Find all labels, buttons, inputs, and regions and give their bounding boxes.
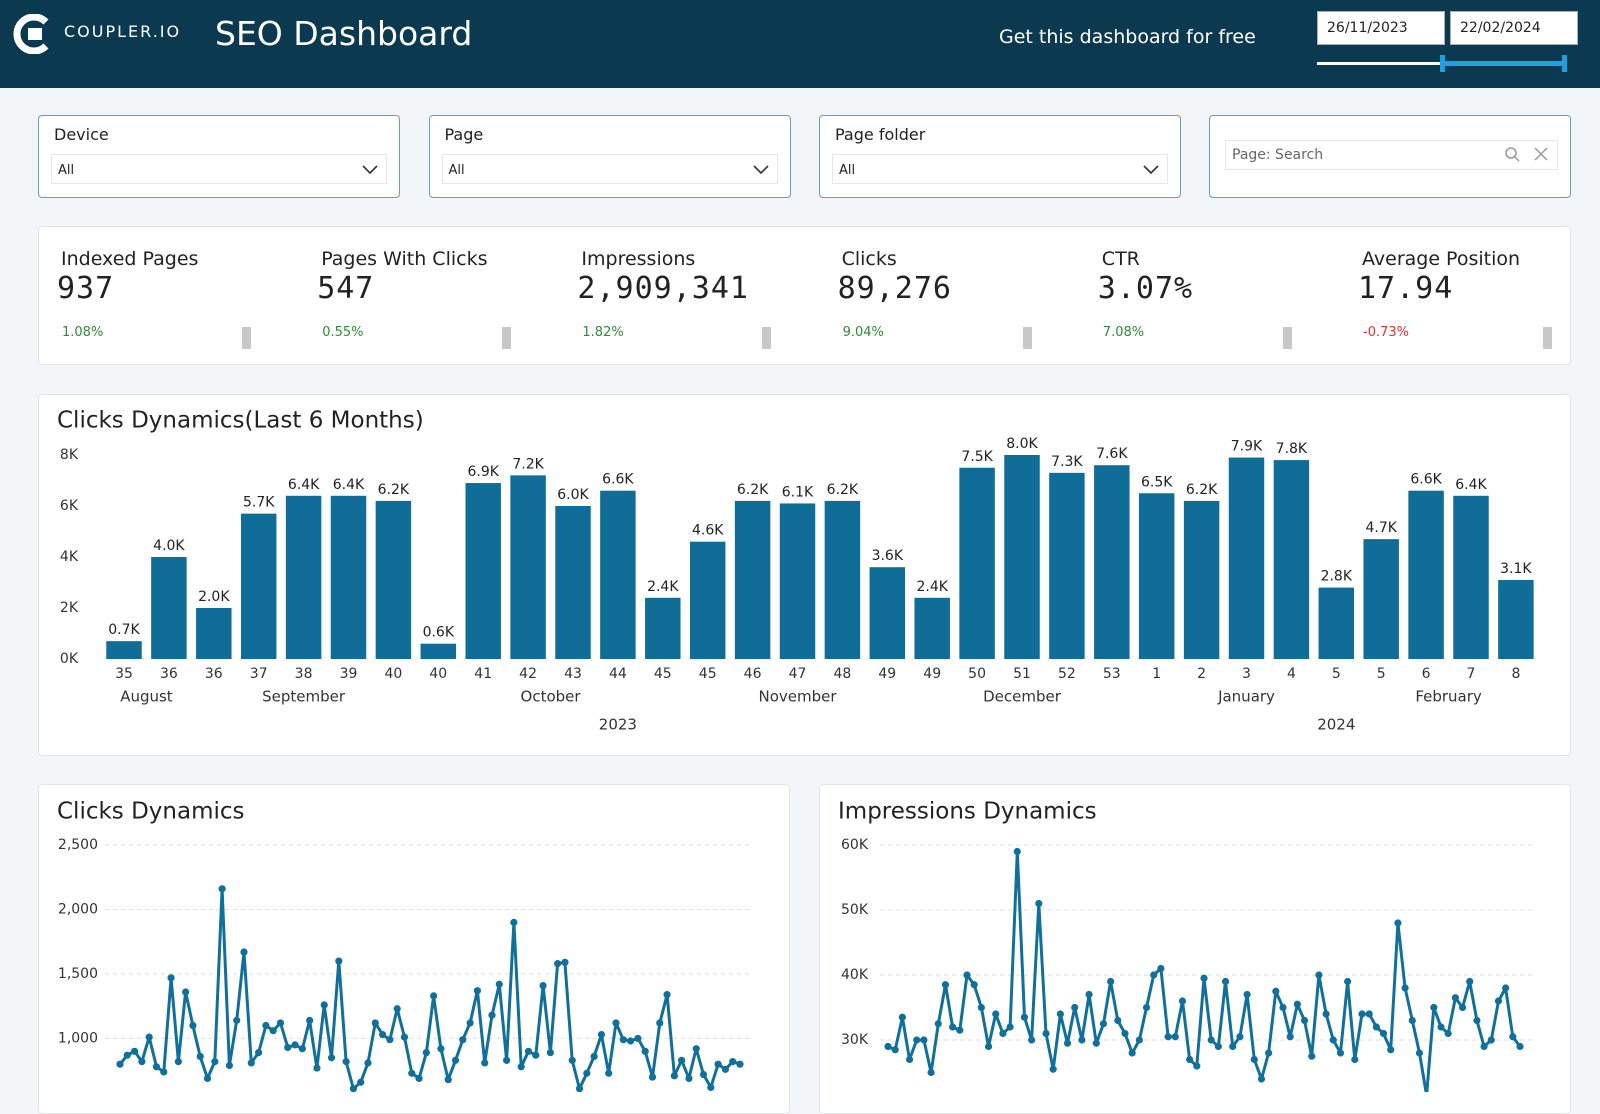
date-slider-handle[interactable]	[1562, 55, 1567, 72]
search-placeholder: Page: Search	[1232, 147, 1323, 163]
kpi-value: 547	[317, 271, 374, 306]
filter-dropdown[interactable]: All	[51, 154, 387, 184]
kpi-sparkbar	[1283, 327, 1292, 349]
kpi-value: 17.94	[1358, 271, 1453, 306]
kpi-label: Pages With Clicks	[321, 248, 487, 270]
kpi-change: 9.04%	[843, 325, 884, 340]
kpi-sparkbar	[502, 327, 511, 349]
chevron	[362, 165, 378, 175]
filter-box: Page All	[429, 115, 791, 198]
line-chart-card	[38, 784, 790, 1114]
chevron	[1143, 165, 1159, 175]
filter-label: Page	[445, 125, 484, 144]
kpi-label: Indexed Pages	[61, 248, 198, 270]
line-chart-card	[819, 784, 1571, 1114]
kpi-value: 2,909,341	[577, 271, 749, 306]
cta-link[interactable]: Get this dashboard for free	[999, 26, 1256, 48]
chevron	[753, 165, 769, 175]
kpi-label: Impressions	[581, 248, 695, 270]
kpi-label: Average Position	[1362, 248, 1520, 270]
kpi-value: 89,276	[838, 271, 952, 306]
kpi-change: 1.08%	[62, 325, 103, 340]
date-slider-range[interactable]	[1443, 61, 1565, 66]
kpi-sparkbar	[1023, 327, 1032, 349]
filter-value: All	[58, 155, 74, 187]
kpi-sparkbar	[1543, 327, 1552, 349]
header-bar: COUPLER.IO SEO Dashboard Get this dashbo…	[0, 0, 1600, 88]
kpi-change: 7.08%	[1103, 325, 1144, 340]
logo-text: COUPLER.IO	[64, 22, 181, 41]
filter-dropdown[interactable]: All	[832, 154, 1168, 184]
date-end[interactable]: 22/02/2024	[1450, 11, 1578, 45]
kpi-change: -0.73%	[1363, 325, 1409, 340]
kpi-change: 1.82%	[582, 325, 623, 340]
kpi-change: 0.55%	[322, 325, 363, 340]
page-title: SEO Dashboard	[215, 14, 472, 53]
search-input[interactable]: Page: Search	[1225, 140, 1558, 170]
filter-box: Page folder All	[819, 115, 1181, 198]
kpi-value: 3.07%	[1098, 271, 1193, 306]
kpi-label: CTR	[1102, 248, 1140, 270]
search-box: Page: Search	[1209, 115, 1571, 198]
filter-box: Device All	[38, 115, 400, 198]
search-icons	[1503, 145, 1555, 165]
logo-icon	[12, 14, 52, 54]
filter-value: All	[839, 155, 855, 187]
kpi-value: 937	[57, 271, 114, 306]
kpi-sparkbar	[762, 327, 771, 349]
filter-value: All	[449, 155, 465, 187]
filter-label: Page folder	[835, 125, 925, 144]
kpi-label: Clicks	[842, 248, 897, 270]
filter-label: Device	[54, 125, 109, 144]
date-slider-handle[interactable]	[1440, 55, 1445, 72]
date-start[interactable]: 26/11/2023	[1317, 11, 1445, 45]
kpi-sparkbar	[242, 327, 251, 349]
filter-dropdown[interactable]: All	[442, 154, 778, 184]
kpi-card	[38, 226, 1571, 365]
bar-chart-card	[38, 394, 1571, 756]
